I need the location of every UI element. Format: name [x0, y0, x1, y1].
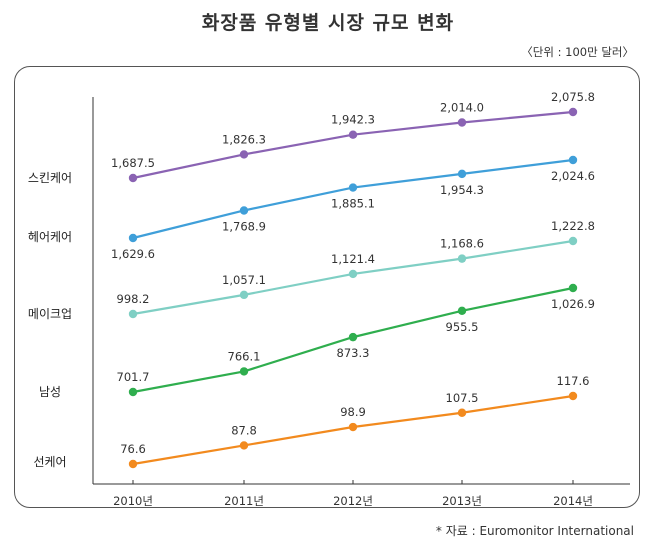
data-point	[457, 169, 467, 179]
data-point	[568, 283, 578, 293]
data-label: 2,075.8	[551, 90, 595, 104]
data-point	[568, 236, 578, 246]
data-point	[239, 290, 249, 300]
data-point	[348, 183, 358, 192]
x-tick-label: 2014년	[553, 494, 593, 508]
data-point	[348, 422, 358, 432]
data-point	[348, 130, 358, 139]
series-name-label: 메이크업	[28, 307, 72, 321]
data-label: 873.3	[337, 346, 370, 360]
data-label: 701.7	[117, 370, 150, 384]
data-label: 1,057.1	[222, 273, 266, 287]
source-note: * 자료 : Euromonitor International	[435, 524, 634, 538]
data-label: 1,121.4	[331, 252, 375, 266]
unit-label: 〈단위 : 100만 달러〉	[521, 45, 634, 59]
data-point	[128, 173, 138, 183]
data-label: 1,026.9	[551, 297, 595, 311]
data-label: 998.2	[117, 292, 150, 306]
data-point	[128, 459, 138, 469]
data-label: 1,954.3	[440, 183, 484, 197]
chart-title: 화장품 유형별 시장 규모 변화	[201, 12, 455, 34]
x-tick-label: 2010년	[113, 494, 153, 508]
data-point	[568, 391, 578, 401]
series-name-label: 남성	[39, 385, 61, 399]
data-label: 117.6	[557, 374, 590, 388]
data-point	[239, 367, 249, 376]
data-point	[348, 332, 358, 342]
data-label: 2,014.0	[440, 101, 484, 115]
data-label: 76.6	[120, 442, 146, 456]
x-tick-label: 2012년	[333, 494, 373, 508]
x-tick-label: 2011년	[224, 494, 264, 508]
data-point	[457, 408, 467, 417]
data-point	[239, 441, 249, 450]
data-point	[568, 155, 578, 165]
series-name-label: 선케어	[33, 455, 66, 469]
data-label: 1,885.1	[331, 197, 375, 211]
data-label: 1,629.6	[111, 247, 155, 261]
data-point	[568, 107, 578, 117]
data-label: 1,222.8	[551, 219, 595, 233]
data-point	[128, 387, 138, 397]
data-point	[457, 254, 467, 263]
data-point	[239, 206, 249, 215]
data-label: 87.8	[231, 423, 257, 437]
data-point	[239, 150, 249, 159]
x-tick-label: 2013년	[442, 494, 482, 508]
data-label: 1,768.9	[222, 219, 266, 233]
data-point	[128, 309, 138, 319]
series-name-label: 스킨케어	[28, 171, 72, 185]
data-point	[348, 269, 358, 279]
data-label: 1,687.5	[111, 156, 155, 170]
data-label: 107.5	[446, 391, 479, 405]
data-label: 1,168.6	[440, 237, 484, 251]
data-point	[457, 306, 467, 316]
data-label: 1,826.3	[222, 132, 266, 146]
data-point	[457, 118, 467, 127]
data-point	[128, 233, 138, 243]
series-name-label: 헤어케어	[28, 230, 72, 244]
data-label: 1,942.3	[331, 113, 375, 127]
data-label: 2,024.6	[551, 169, 595, 183]
data-label: 766.1	[228, 349, 261, 363]
data-label: 955.5	[446, 320, 479, 334]
data-label: 98.9	[340, 405, 366, 419]
chart-frame	[14, 66, 640, 508]
